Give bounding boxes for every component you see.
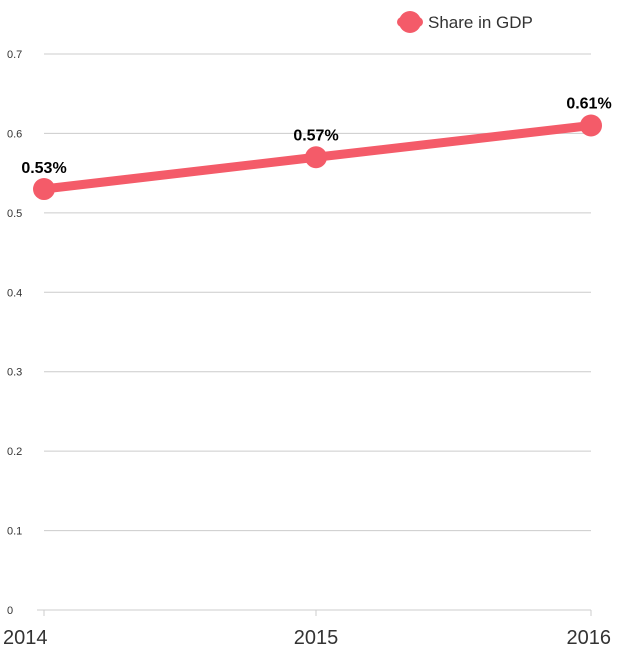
y-axis-tick-labels: 0 0.1 0.2 0.3 0.4 0.5 0.6 0.7: [7, 49, 22, 617]
data-point-2016[interactable]: [580, 114, 602, 137]
x-tick-label-2014: 2014: [3, 627, 48, 649]
x-tick-label-2015: 2015: [294, 627, 339, 649]
data-labels: 0.53% 0.57% 0.61%: [21, 95, 611, 177]
legend-label: Share in GDP: [428, 13, 533, 32]
data-label-2014: 0.53%: [21, 160, 66, 177]
data-point-2015[interactable]: [305, 146, 327, 169]
x-tick-label-2016: 2016: [567, 627, 612, 649]
y-tick-label: 0.1: [7, 526, 22, 538]
y-tick-label: 0: [7, 605, 13, 617]
x-axis-tick-labels: 2014 2015 2016: [3, 627, 611, 649]
legend[interactable]: Share in GDP: [397, 11, 533, 33]
data-label-2016: 0.61%: [566, 95, 611, 112]
series-share-in-gdp: [33, 114, 602, 201]
y-tick-label: 0.4: [7, 287, 22, 299]
x-axis: [37, 609, 592, 616]
y-tick-label: 0.7: [7, 49, 22, 61]
gridlines: [44, 53, 591, 532]
legend-swatch-marker: [399, 11, 421, 33]
y-tick-label: 0.6: [7, 128, 22, 140]
y-tick-label: 0.2: [7, 446, 22, 458]
data-label-2015: 0.57%: [293, 127, 338, 144]
y-tick-label: 0.5: [7, 208, 22, 220]
y-tick-label: 0.3: [7, 367, 22, 379]
data-point-2014[interactable]: [33, 178, 55, 201]
